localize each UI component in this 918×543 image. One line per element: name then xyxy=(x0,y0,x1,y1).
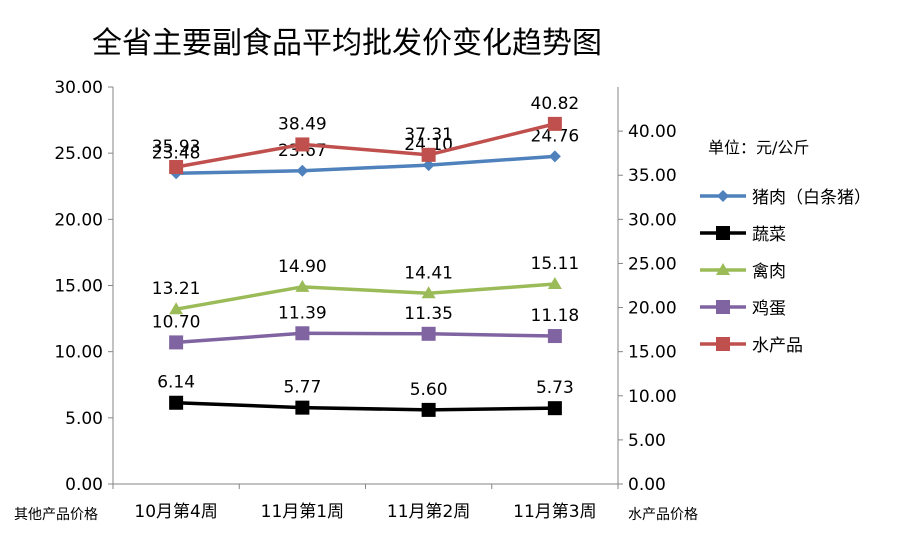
data-point xyxy=(547,277,562,290)
right-tick-label: 20.00 xyxy=(628,299,677,319)
data-point xyxy=(547,116,562,131)
right-tick-label: 30.00 xyxy=(628,210,677,230)
data-point xyxy=(295,326,310,341)
legend-swatch xyxy=(700,189,746,202)
data-label: 38.49 xyxy=(278,114,327,134)
x-tick-label: 10月第4周 xyxy=(134,502,217,522)
right-tick-label: 10.00 xyxy=(628,387,677,407)
left-tick-label: 0.00 xyxy=(65,475,103,495)
data-label: 13.21 xyxy=(152,279,201,299)
series-line xyxy=(176,400,555,412)
data-label: 5.60 xyxy=(410,380,448,400)
right-tick-label: 15.00 xyxy=(628,343,677,363)
legend: 猪肉（白条猪） 蔬菜禽肉鸡蛋水产品 xyxy=(700,177,871,362)
legend-swatch xyxy=(700,225,746,240)
legend-item: 水产品 xyxy=(700,325,871,362)
data-point xyxy=(422,159,435,172)
series-line xyxy=(175,331,555,345)
x-tick-label: 11月第2周 xyxy=(387,502,470,522)
series-line xyxy=(175,282,556,311)
right-tick-label: 0.00 xyxy=(628,475,666,495)
data-point xyxy=(169,302,184,315)
data-label: 14.90 xyxy=(278,257,327,277)
legend-swatch xyxy=(700,336,746,351)
data-label: 11.18 xyxy=(531,306,580,326)
data-label: 5.77 xyxy=(283,378,321,398)
legend-item: 禽肉 xyxy=(700,251,871,288)
data-label: 11.39 xyxy=(278,303,327,323)
data-point xyxy=(421,286,436,299)
x-tick-label: 11月第1周 xyxy=(261,502,344,522)
data-point xyxy=(295,279,310,292)
data-point xyxy=(421,402,436,417)
data-point xyxy=(547,401,562,416)
legend-label: 禽肉 xyxy=(752,262,786,282)
data-point xyxy=(169,335,184,350)
right-tick-label: 35.00 xyxy=(628,166,677,186)
data-label: 40.82 xyxy=(531,94,580,114)
data-point xyxy=(169,395,184,410)
data-point xyxy=(295,137,310,152)
data-label: 10.70 xyxy=(152,312,201,332)
data-label: 5.73 xyxy=(536,378,574,398)
legend-item: 蔬菜 xyxy=(700,214,871,251)
legend-label: 鸡蛋 xyxy=(752,299,786,319)
data-point xyxy=(548,150,561,163)
data-point xyxy=(295,400,310,415)
data-label: 15.11 xyxy=(531,254,580,274)
series-line xyxy=(175,122,556,169)
legend-swatch xyxy=(700,299,746,314)
data-label: 11.35 xyxy=(404,304,453,324)
left-tick-label: 20.00 xyxy=(54,210,103,230)
data-label: 37.31 xyxy=(404,125,453,145)
data-label: 24.76 xyxy=(531,126,580,146)
data-point xyxy=(421,147,436,162)
data-label: 6.14 xyxy=(157,373,195,393)
data-point xyxy=(296,164,309,177)
left-axis-label: 其他产品价格 xyxy=(14,507,98,523)
unit-label: 单位：元/公斤 xyxy=(708,138,810,157)
series-line xyxy=(176,154,555,176)
right-axis-label: 水产品价格 xyxy=(628,507,698,523)
data-point xyxy=(421,326,436,341)
legend-label: 猪肉（白条猪） xyxy=(752,188,871,208)
legend-label: 水产品 xyxy=(752,336,803,356)
right-tick-label: 25.00 xyxy=(628,254,677,274)
left-tick-label: 25.00 xyxy=(54,144,103,164)
data-point xyxy=(547,329,562,344)
chart-title: 全省主要副食品平均批发价变化趋势图 xyxy=(92,26,602,61)
data-label: 14.41 xyxy=(404,263,453,283)
data-label: 23.48 xyxy=(152,143,201,163)
left-tick-label: 5.00 xyxy=(65,409,103,429)
right-tick-label: 40.00 xyxy=(628,122,677,142)
right-tick-label: 5.00 xyxy=(628,431,666,451)
left-tick-label: 30.00 xyxy=(54,78,103,98)
x-tick-label: 11月第3周 xyxy=(513,502,596,522)
legend-item: 鸡蛋 xyxy=(700,288,871,325)
left-tick-label: 15.00 xyxy=(54,277,103,297)
data-label: 35.93 xyxy=(152,137,201,157)
legend-swatch xyxy=(700,262,746,275)
legend-label: 蔬菜 xyxy=(752,225,786,245)
left-tick-label: 10.00 xyxy=(54,343,103,363)
legend-item: 猪肉（白条猪） xyxy=(700,177,871,214)
data-point xyxy=(169,160,184,175)
